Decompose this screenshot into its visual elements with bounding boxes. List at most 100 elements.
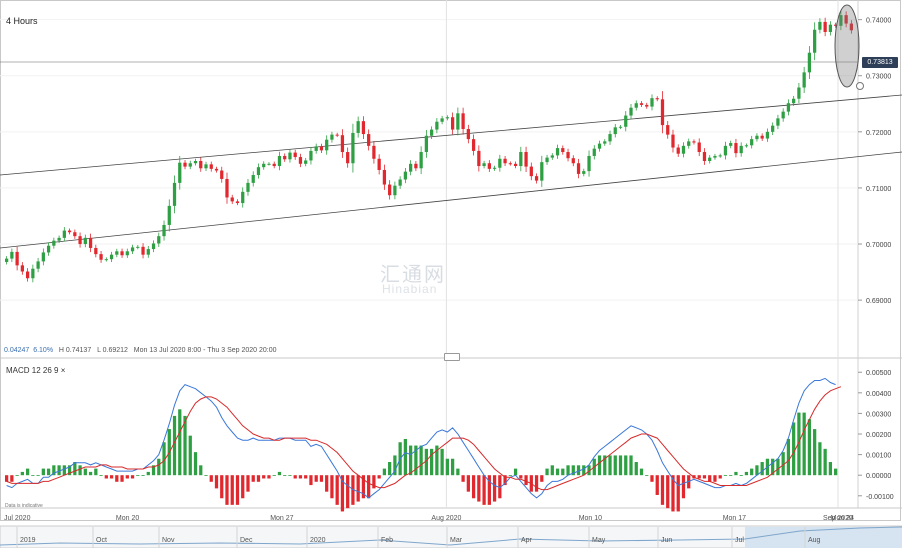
upper-channel-line (0, 94, 902, 176)
candle-body (786, 103, 791, 112)
macd-histogram-bar (220, 475, 224, 499)
candle-body (330, 134, 334, 140)
macd-histogram-bar (109, 475, 114, 479)
change-value: 0.04247 (4, 347, 30, 354)
macd-label[interactable]: MACD 12 26 9 × (6, 366, 66, 375)
macd-histogram-bar (566, 465, 570, 476)
candle-body (52, 240, 56, 246)
candle-body (31, 268, 35, 279)
macd-histogram-bar (146, 471, 150, 476)
macd-histogram-bar (660, 475, 665, 505)
macd-histogram-bar (340, 475, 345, 512)
candle-body (293, 152, 297, 158)
navigator-label: May (592, 537, 606, 544)
candle-body (629, 107, 633, 116)
candle-body (739, 145, 743, 154)
macd-tick-label: 0.00500 (866, 370, 891, 377)
macd-histogram-bar (314, 475, 318, 482)
macd-histogram-bar (435, 445, 439, 476)
candle-body (99, 254, 103, 260)
macd-tick-label: 0.00100 (866, 453, 891, 460)
candle-body (335, 134, 339, 136)
macd-histogram-bar (183, 415, 187, 476)
macd-line (6, 377, 836, 499)
candle-body (513, 163, 518, 167)
candle-body (214, 168, 219, 171)
candle-body (813, 29, 817, 53)
macd-histogram-bar (802, 412, 806, 476)
candle-body (482, 163, 486, 167)
candle-body (409, 163, 413, 172)
candle-body (697, 142, 701, 153)
candle-body (671, 134, 675, 148)
macd-histogram-bar (393, 455, 397, 476)
price-tick-label: 0.74000 (866, 18, 891, 25)
macd-histogram-bar (828, 462, 833, 476)
macd-histogram-bar (597, 455, 602, 476)
candle-body (209, 164, 213, 169)
candle-body (382, 169, 387, 185)
macd-histogram-bar (136, 475, 140, 476)
macd-histogram-bar (346, 475, 350, 509)
watermark-text: Hinabian (382, 282, 438, 296)
macd-histogram-bar (162, 442, 166, 476)
macd-histogram-bar (88, 471, 93, 476)
navigator-strip (0, 525, 902, 548)
x-tick-label: Sep 2020 (823, 515, 853, 522)
candle-body (834, 24, 838, 26)
macd-histogram-bar (157, 458, 161, 476)
candle-body (172, 182, 177, 206)
macd-histogram-bar (256, 475, 261, 482)
candle-body (146, 249, 150, 255)
macd-histogram-bar (36, 475, 40, 476)
candle-body (235, 201, 240, 204)
candle-body (220, 170, 224, 179)
candle-body (230, 197, 234, 202)
candle-body (781, 111, 785, 119)
candle-body (41, 252, 45, 262)
candle-body (67, 230, 72, 233)
candle-body (256, 167, 261, 176)
macd-histogram-bar (445, 458, 449, 476)
macd-histogram-bar (372, 475, 376, 489)
candle-body (582, 171, 586, 174)
candle-body (802, 72, 806, 88)
macd-histogram-bar (587, 465, 591, 476)
macd-histogram-bar (356, 475, 360, 502)
candle-body (618, 126, 623, 128)
macd-histogram-bar (377, 475, 381, 479)
macd-histogram-bar (178, 409, 182, 476)
macd-histogram-bar (104, 475, 108, 479)
macd-histogram-bar (576, 465, 581, 476)
macd-histogram-bar (193, 452, 198, 476)
macd-histogram-bar (624, 455, 628, 476)
candle-body (10, 251, 14, 259)
candle-body (561, 148, 565, 153)
candle-body (167, 205, 171, 225)
navigator-label: Mar (450, 537, 463, 544)
candle-body (88, 237, 93, 248)
macd-histogram-bar (534, 475, 539, 492)
candle-body (823, 21, 827, 32)
macd-histogram-bar (251, 475, 255, 482)
signal-line (6, 386, 842, 491)
macd-histogram-bar (272, 475, 276, 476)
candle-body (524, 152, 528, 167)
candle-body (36, 261, 40, 269)
candle-body (744, 145, 749, 147)
macd-histogram-bar (99, 475, 103, 476)
navigator-label: Feb (381, 537, 393, 544)
macd-histogram-bar (325, 475, 329, 492)
candle-body (109, 254, 114, 260)
candle-body (566, 152, 570, 159)
chart-border (0, 0, 901, 521)
candle-body (319, 146, 324, 151)
macd-histogram-bar (414, 445, 418, 476)
macd-histogram-bar (513, 468, 518, 476)
panel-resize-handle[interactable] (444, 353, 460, 361)
macd-histogram-bar (629, 455, 633, 476)
macd-histogram-bar (750, 468, 754, 476)
timeframe-label[interactable]: 4 Hours (6, 16, 38, 26)
candle-body (162, 224, 166, 237)
candle-body (78, 236, 82, 245)
